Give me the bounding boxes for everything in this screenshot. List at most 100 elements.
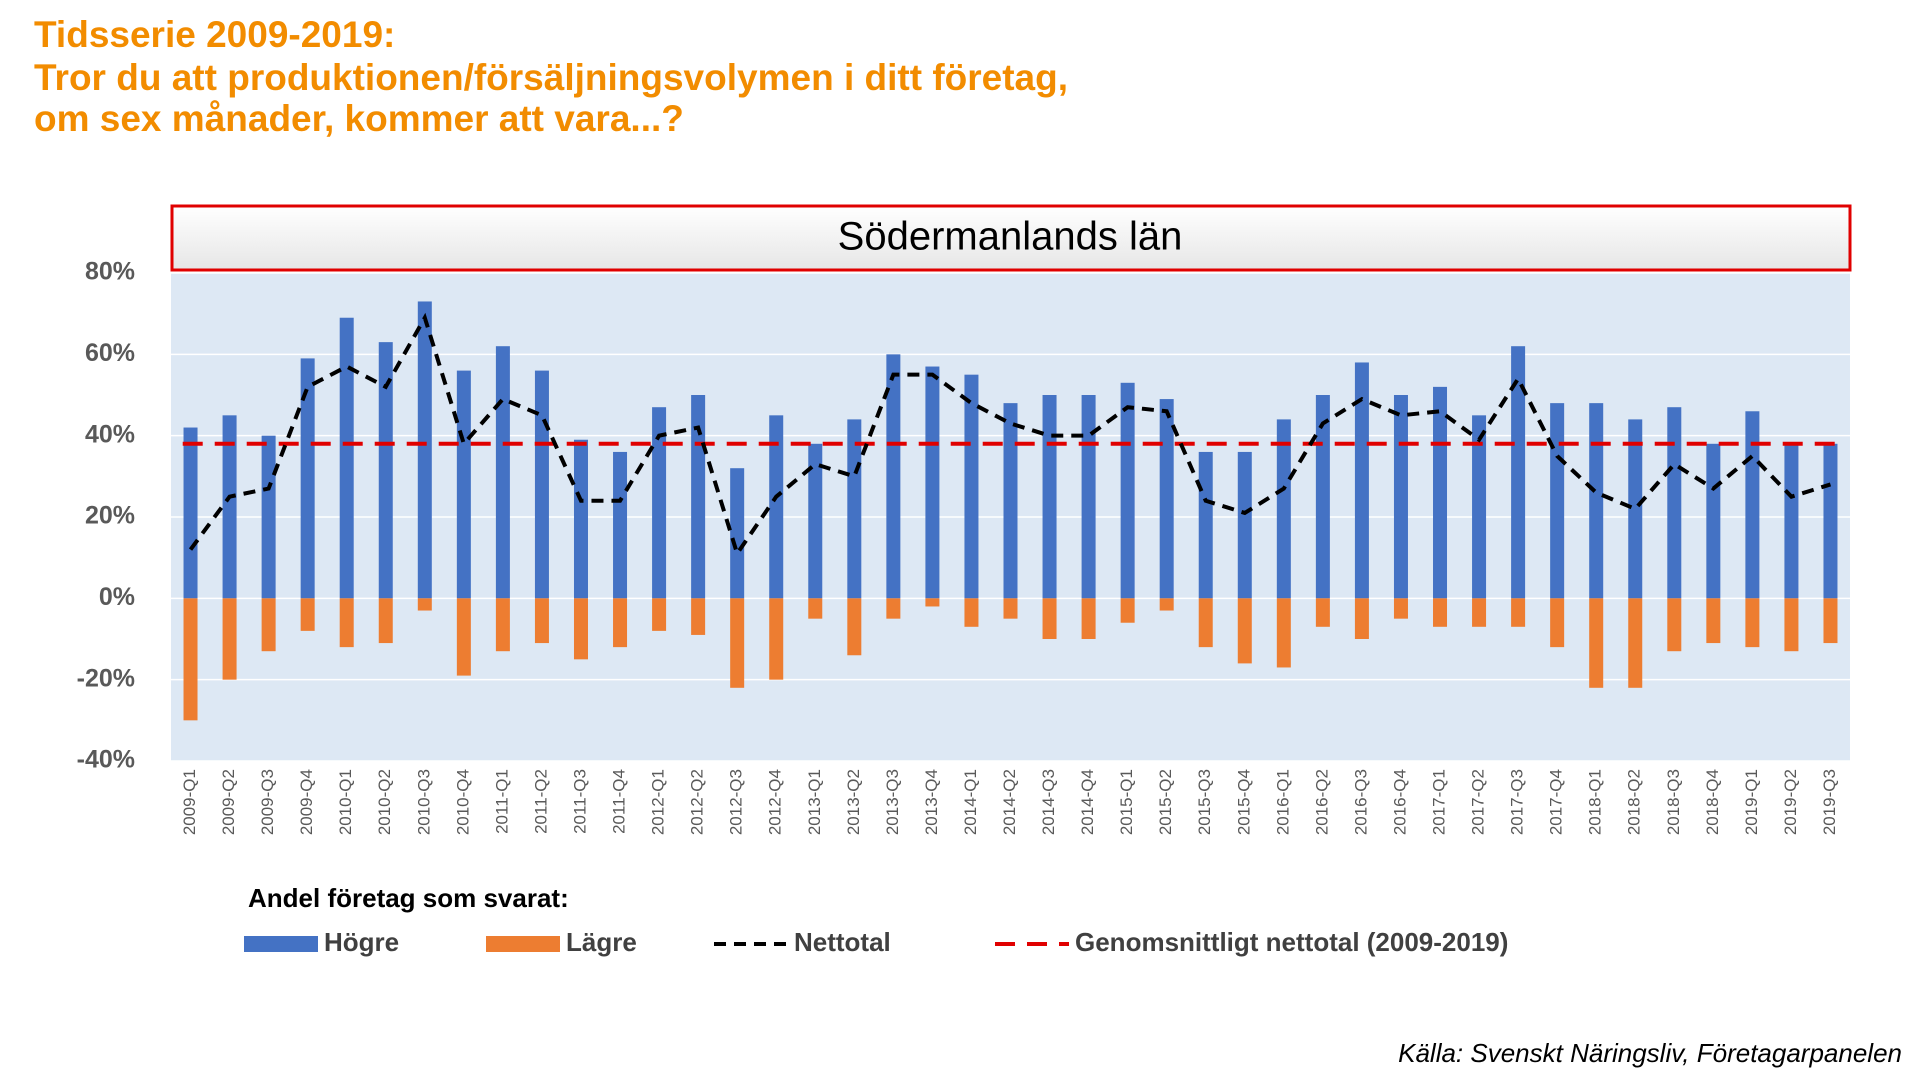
bar	[808, 443, 823, 599]
bar	[1589, 403, 1604, 599]
x-tick-label: 2018-Q3	[1664, 769, 1683, 835]
x-tick-label: 2015-Q3	[1195, 769, 1214, 835]
x-tick-label: 2014-Q3	[1039, 769, 1058, 835]
bar	[1745, 598, 1760, 648]
y-tick-label: 80%	[85, 258, 135, 286]
legend-label: Högre	[324, 927, 399, 957]
bar	[652, 598, 667, 631]
bar	[300, 358, 315, 599]
x-tick-label: 2015-Q2	[1156, 769, 1175, 835]
y-tick-label: -40%	[77, 746, 135, 774]
bar	[1706, 443, 1721, 599]
bar	[1198, 598, 1213, 648]
bar	[417, 598, 432, 611]
x-tick-label: 2016-Q1	[1273, 769, 1292, 835]
bar	[339, 598, 354, 648]
bar	[573, 598, 588, 660]
bar	[1550, 403, 1565, 599]
legend-label: Lägre	[566, 927, 637, 957]
bar	[769, 415, 784, 599]
bar	[652, 407, 667, 599]
bar	[1159, 399, 1174, 599]
x-tick-label: 2010-Q4	[453, 769, 472, 835]
bar	[847, 419, 862, 599]
bar	[378, 342, 393, 599]
bar	[1784, 598, 1799, 652]
x-tick-label: 2013-Q1	[805, 769, 824, 835]
x-tick-label: 2015-Q4	[1234, 769, 1253, 835]
x-tick-label: 2009-Q4	[297, 769, 316, 835]
bar	[1589, 598, 1604, 688]
bar	[1354, 362, 1369, 599]
bar	[495, 346, 510, 599]
bar	[886, 598, 901, 619]
bar	[1823, 443, 1838, 599]
x-tick-label: 2011-Q4	[610, 769, 629, 834]
x-tick-label: 2012-Q3	[727, 769, 746, 835]
x-tick-label: 2010-Q2	[375, 769, 394, 835]
bar	[534, 598, 549, 644]
x-tick-label: 2009-Q3	[258, 769, 277, 835]
bar	[300, 598, 315, 631]
bar	[1276, 598, 1291, 668]
bar	[456, 370, 471, 599]
x-tick-label: 2014-Q1	[961, 769, 980, 835]
bar	[1784, 443, 1799, 599]
panel-title: Södermanlands län	[838, 215, 1183, 259]
bar	[1393, 598, 1408, 619]
x-tick-label: 2017-Q1	[1429, 769, 1448, 835]
bar	[613, 598, 628, 648]
bar	[1120, 598, 1135, 623]
bar	[1237, 598, 1252, 664]
bar	[1823, 598, 1838, 644]
legend-title: Andel företag som svarat:	[248, 883, 569, 913]
bar	[1081, 395, 1096, 599]
bar	[1667, 407, 1682, 599]
x-tick-label: 2013-Q3	[883, 769, 902, 835]
bar	[339, 317, 354, 599]
bar	[1628, 598, 1643, 688]
bar	[183, 427, 198, 599]
title-line: om sex månader, kommer att vara...?	[34, 98, 684, 139]
x-tick-label: 2018-Q1	[1586, 769, 1605, 835]
bar	[1198, 451, 1213, 599]
x-tick-label: 2013-Q4	[922, 769, 941, 835]
bar	[261, 435, 276, 599]
bar	[613, 451, 628, 599]
x-tick-label: 2018-Q2	[1625, 769, 1644, 835]
bar	[769, 598, 784, 680]
x-tick-label: 2016-Q2	[1312, 769, 1331, 835]
legend-label: Genomsnittligt nettotal (2009-2019)	[1075, 927, 1508, 957]
x-tick-label: 2017-Q3	[1508, 769, 1527, 835]
bar	[925, 366, 940, 599]
x-tick-label: 2009-Q1	[180, 769, 199, 835]
bar	[1667, 598, 1682, 652]
x-tick-label: 2016-Q4	[1390, 769, 1409, 835]
x-tick-label: 2011-Q1	[492, 769, 511, 834]
y-tick-label: -20%	[77, 664, 135, 692]
x-tick-label: 2012-Q2	[688, 769, 707, 835]
bar	[573, 439, 588, 599]
bar	[183, 598, 198, 721]
bar	[1745, 411, 1760, 599]
bar	[1550, 598, 1565, 648]
bar	[1472, 415, 1487, 599]
bar	[1315, 598, 1330, 627]
bar	[417, 301, 432, 599]
legend-swatch	[486, 936, 560, 952]
x-tick-label: 2014-Q4	[1078, 769, 1097, 835]
title-line: Tidsserie 2009-2019:	[34, 14, 395, 55]
x-tick-label: 2015-Q1	[1117, 769, 1136, 835]
x-tick-label: 2019-Q1	[1742, 769, 1761, 835]
y-tick-label: 0%	[99, 583, 135, 611]
bar	[1511, 598, 1526, 627]
x-tick-label: 2010-Q3	[414, 769, 433, 835]
bar	[1159, 598, 1174, 611]
bar	[534, 370, 549, 599]
bar	[495, 598, 510, 652]
bar	[730, 468, 745, 599]
x-tick-label: 2013-Q2	[844, 769, 863, 835]
bar	[1003, 598, 1018, 619]
bar	[691, 598, 706, 635]
